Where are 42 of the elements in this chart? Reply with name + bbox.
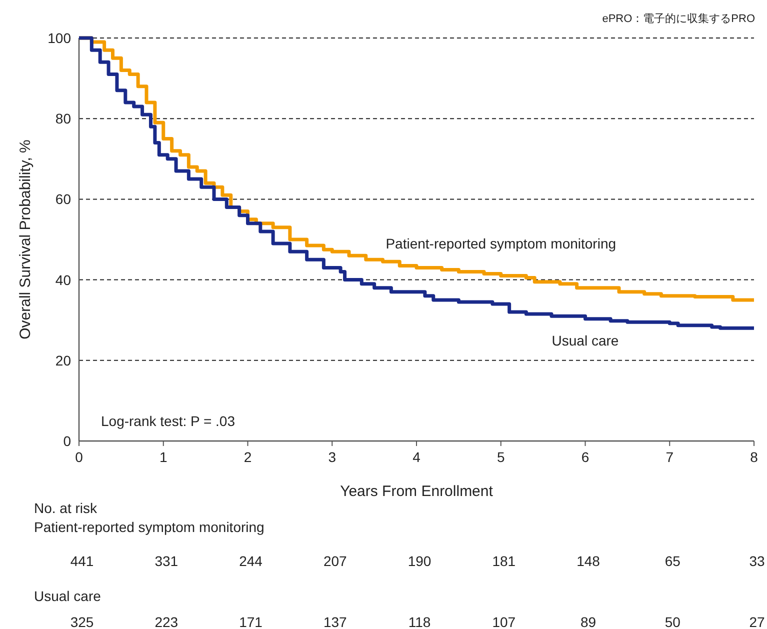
text: Patient-reported symptom monitoring xyxy=(34,519,264,535)
series-label: Usual care xyxy=(552,332,619,348)
annotation: Log-rank test: P = .03 xyxy=(101,413,236,429)
x-axis-title: Years From Enrollment xyxy=(340,483,494,500)
y-tick-label: 60 xyxy=(55,191,72,208)
y-tick-label: 20 xyxy=(55,352,72,368)
text: Usual care xyxy=(34,588,102,604)
text: 244 xyxy=(239,553,263,569)
text: 27 xyxy=(749,614,765,629)
text: 50 xyxy=(664,614,681,629)
text: 181 xyxy=(492,553,516,569)
y-tick-label: 0 xyxy=(63,433,72,449)
text: 137 xyxy=(323,614,348,629)
x-tick-label: 1 xyxy=(159,449,168,465)
x-tick-label: 7 xyxy=(666,449,674,465)
x-tick-label: 3 xyxy=(328,449,336,465)
text: 89 xyxy=(580,614,596,629)
text: 331 xyxy=(154,553,178,569)
x-tick-label: 8 xyxy=(750,449,758,465)
y-tick-label: 80 xyxy=(55,110,72,127)
x-tick-label: 4 xyxy=(412,449,421,465)
text: 223 xyxy=(154,614,178,629)
text: 148 xyxy=(576,553,600,569)
text: 33 xyxy=(749,553,765,569)
text: 171 xyxy=(239,614,263,629)
x-tick-label: 2 xyxy=(244,449,252,465)
y-tick-label: 100 xyxy=(48,30,72,46)
text: 441 xyxy=(70,553,94,569)
text: 65 xyxy=(664,553,681,569)
text: ePRO：電子的に収集するPRO xyxy=(602,12,756,25)
text: 118 xyxy=(408,614,431,629)
y-axis-title: Overall Survival Probability, % xyxy=(17,140,34,340)
x-tick-label: 5 xyxy=(496,449,505,465)
x-tick-label: 6 xyxy=(581,449,590,465)
text: 107 xyxy=(492,614,516,629)
y-tick-label: 40 xyxy=(55,272,72,288)
text: 190 xyxy=(408,553,432,569)
text: 325 xyxy=(70,614,94,629)
x-tick-label: 0 xyxy=(75,449,84,465)
text: No. at risk xyxy=(34,500,98,516)
text: 207 xyxy=(323,553,348,569)
series-label: Patient-reported symptom monitoring xyxy=(386,236,616,252)
